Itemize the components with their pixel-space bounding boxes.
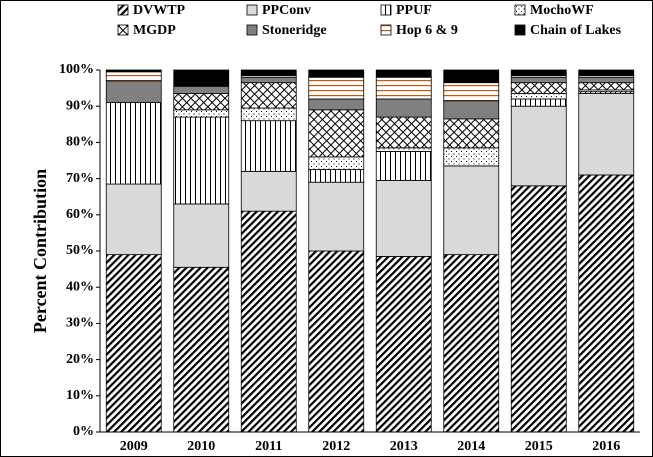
bar-segment <box>240 76 297 84</box>
legend-label: PPConv <box>262 3 311 18</box>
bar-segment <box>510 185 567 433</box>
bar-segment <box>443 118 500 149</box>
bar-segment <box>375 147 432 152</box>
bar-segment <box>240 120 297 172</box>
legend-label: Stoneridge <box>262 23 327 38</box>
bar-segment <box>308 156 365 170</box>
bar-segment <box>375 180 432 257</box>
y-tick-label: 0% <box>73 424 94 439</box>
bar-segment <box>443 165 500 256</box>
bar-segment <box>105 254 162 433</box>
bar-segment <box>308 181 365 252</box>
bar-segment <box>240 210 297 433</box>
bar-segment <box>173 203 230 268</box>
x-tick-label: 2010 <box>187 439 215 454</box>
bar-segment <box>308 250 365 433</box>
legend-label: Hop 6 & 9 <box>396 23 458 38</box>
x-tick-label: 2015 <box>525 439 553 454</box>
bar-segment <box>578 82 635 91</box>
x-tick-label: 2016 <box>592 439 620 454</box>
bar-segment <box>375 151 432 181</box>
bar-segment <box>173 109 230 118</box>
bar-segment <box>240 107 297 122</box>
bar-segment <box>240 170 297 212</box>
legend-swatch <box>117 24 129 36</box>
bar-segment <box>240 69 297 76</box>
bar-segment <box>375 76 432 100</box>
y-tick-label: 20% <box>66 352 94 367</box>
bar-segment <box>578 174 635 433</box>
bar-segment <box>510 69 567 76</box>
bar-segment <box>105 102 162 185</box>
y-tick-label: 70% <box>66 171 94 186</box>
x-tick-label: 2013 <box>390 439 418 454</box>
bar-segment <box>173 69 230 87</box>
bar-segment <box>308 69 365 78</box>
bar-segment <box>443 82 500 102</box>
bar-segment <box>375 98 432 118</box>
bar-segment <box>308 98 365 111</box>
bar-segment <box>443 254 500 433</box>
bar-segment <box>375 116 432 149</box>
bar-segment <box>443 69 500 84</box>
bar-segment <box>308 169 365 183</box>
legend-label: MochoWF <box>530 3 594 18</box>
legend-swatch <box>117 4 129 16</box>
legend-swatch <box>514 4 526 16</box>
bar-segment <box>105 71 162 82</box>
bar-segment <box>375 256 432 433</box>
legend-label: MGDP <box>133 23 176 38</box>
legend-swatch <box>246 24 258 36</box>
bar-segment <box>510 98 567 107</box>
bar-segment <box>308 76 365 100</box>
legend-swatch <box>246 4 258 16</box>
legend-swatch <box>380 4 392 16</box>
bar-segment <box>240 82 297 109</box>
y-tick-label: 60% <box>66 207 94 222</box>
bar-segment <box>443 147 500 167</box>
bar-segment <box>510 76 567 84</box>
y-tick-label: 30% <box>66 316 94 331</box>
y-tick-label: 40% <box>66 279 94 294</box>
bar-segment <box>510 82 567 94</box>
bar-segment <box>105 80 162 103</box>
bar-segment <box>308 109 365 158</box>
bar-segment <box>578 76 635 84</box>
bar-segment <box>443 100 500 120</box>
bar-segment <box>578 69 635 76</box>
bar-segment <box>105 183 162 256</box>
bar-segment <box>173 116 230 205</box>
legend-swatch <box>380 24 392 36</box>
bar-segment <box>510 105 567 187</box>
bar-segment <box>173 93 230 111</box>
bar-segment <box>173 266 230 433</box>
bar-segment <box>105 69 162 73</box>
bar-segment <box>510 93 567 100</box>
y-tick-label: 90% <box>66 98 94 113</box>
bar-segment <box>375 69 432 78</box>
y-tick-label: 100% <box>59 62 94 77</box>
legend-label: PPUF <box>396 3 432 18</box>
x-tick-label: 2009 <box>120 439 148 454</box>
legend-swatch <box>514 24 526 36</box>
legend-label: DVWTP <box>133 3 186 18</box>
bar-segment <box>173 85 230 94</box>
y-tick-label: 10% <box>66 388 94 403</box>
x-tick-label: 2012 <box>322 439 350 454</box>
y-axis-title: Percent Contribution <box>30 169 50 333</box>
x-tick-label: 2011 <box>255 439 282 454</box>
legend-label: Chain of Lakes <box>530 23 622 38</box>
bar-segment <box>578 93 635 176</box>
y-tick-label: 80% <box>66 135 94 150</box>
y-tick-label: 50% <box>66 243 94 258</box>
x-tick-label: 2014 <box>457 439 485 454</box>
